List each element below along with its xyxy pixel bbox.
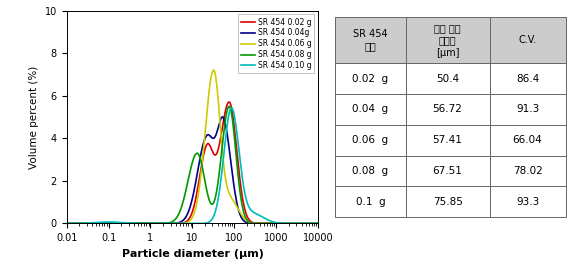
Bar xyxy=(335,63,405,94)
SR 454 0.02 g xyxy=(310,222,317,225)
Bar xyxy=(335,17,405,63)
Text: C.V.: C.V. xyxy=(518,35,537,45)
SR 454 0.08 g xyxy=(171,219,178,222)
SR 454 0.10 g xyxy=(228,106,235,110)
Text: 0.02  g: 0.02 g xyxy=(353,74,389,84)
Text: 75.85: 75.85 xyxy=(433,197,463,207)
Text: 93.3: 93.3 xyxy=(516,197,539,207)
SR 454 0.08 g xyxy=(226,105,233,108)
SR 454 0.06 g xyxy=(310,222,317,225)
Bar xyxy=(405,156,490,186)
SR 454 0.02 g xyxy=(63,222,70,225)
SR 454 0.04g xyxy=(107,222,113,225)
Text: 0.1  g: 0.1 g xyxy=(356,197,385,207)
Bar xyxy=(405,186,490,217)
SR 454 0.02 g xyxy=(315,222,322,225)
SR 454 0.06 g xyxy=(92,222,99,225)
SR 454 0.02 g xyxy=(283,222,290,225)
Bar xyxy=(405,94,490,125)
SR 454 0.04g xyxy=(283,222,290,225)
Text: 0.06  g: 0.06 g xyxy=(353,135,389,145)
Bar xyxy=(335,125,405,156)
Text: 57.41: 57.41 xyxy=(433,135,463,145)
Bar xyxy=(490,94,566,125)
SR 454 0.06 g xyxy=(315,222,322,225)
X-axis label: Particle diameter (μm): Particle diameter (μm) xyxy=(122,249,263,259)
SR 454 0.10 g xyxy=(171,222,178,225)
Text: 66.04: 66.04 xyxy=(512,135,543,145)
SR 454 0.04g xyxy=(160,222,167,225)
SR 454 0.10 g xyxy=(283,222,290,225)
Text: 67.51: 67.51 xyxy=(433,166,463,176)
SR 454 0.04g xyxy=(63,222,70,225)
SR 454 0.08 g xyxy=(310,222,317,225)
SR 454 0.06 g xyxy=(283,222,290,225)
Text: 0.04  g: 0.04 g xyxy=(353,104,389,114)
SR 454 0.02 g xyxy=(171,222,178,225)
Text: 56.72: 56.72 xyxy=(433,104,463,114)
Text: 91.3: 91.3 xyxy=(516,104,539,114)
Text: 86.4: 86.4 xyxy=(516,74,539,84)
Bar xyxy=(405,125,490,156)
Text: 0.08  g: 0.08 g xyxy=(353,166,389,176)
Text: 78.02: 78.02 xyxy=(512,166,543,176)
Line: SR 454 0.10 g: SR 454 0.10 g xyxy=(67,108,318,223)
SR 454 0.04g xyxy=(219,115,226,119)
SR 454 0.10 g xyxy=(63,222,70,225)
SR 454 0.10 g xyxy=(92,221,99,224)
SR 454 0.08 g xyxy=(283,222,290,225)
Bar xyxy=(490,63,566,94)
SR 454 0.04g xyxy=(171,222,178,225)
Text: 50.4: 50.4 xyxy=(436,74,459,84)
SR 454 0.08 g xyxy=(107,222,113,225)
SR 454 0.02 g xyxy=(160,222,167,225)
SR 454 0.06 g xyxy=(107,222,113,225)
SR 454 0.08 g xyxy=(63,222,70,225)
Line: SR 454 0.02 g: SR 454 0.02 g xyxy=(67,102,318,223)
SR 454 0.04g xyxy=(92,222,99,225)
Bar xyxy=(490,17,566,63)
SR 454 0.10 g xyxy=(160,222,167,225)
Bar xyxy=(490,156,566,186)
Bar xyxy=(335,156,405,186)
Legend: SR 454 0.02 g, SR 454 0.04g, SR 454 0.06 g, SR 454 0.08 g, SR 454 0.10 g: SR 454 0.02 g, SR 454 0.04g, SR 454 0.06… xyxy=(238,14,314,73)
Bar xyxy=(335,94,405,125)
SR 454 0.02 g xyxy=(107,222,113,225)
SR 454 0.04g xyxy=(315,222,322,225)
SR 454 0.08 g xyxy=(160,222,167,225)
SR 454 0.06 g xyxy=(171,222,178,225)
Line: SR 454 0.04g: SR 454 0.04g xyxy=(67,117,318,223)
Bar xyxy=(405,63,490,94)
SR 454 0.06 g xyxy=(160,222,167,225)
Y-axis label: Volume percent (%): Volume percent (%) xyxy=(29,65,39,169)
Bar xyxy=(405,17,490,63)
Bar xyxy=(490,125,566,156)
Line: SR 454 0.08 g: SR 454 0.08 g xyxy=(67,106,318,223)
SR 454 0.02 g xyxy=(92,222,99,225)
Bar xyxy=(490,186,566,217)
SR 454 0.04g xyxy=(310,222,317,225)
Line: SR 454 0.06 g: SR 454 0.06 g xyxy=(67,70,318,223)
SR 454 0.08 g xyxy=(92,222,99,225)
SR 454 0.10 g xyxy=(310,222,317,225)
SR 454 0.06 g xyxy=(63,222,70,225)
SR 454 0.08 g xyxy=(315,222,322,225)
SR 454 0.10 g xyxy=(315,222,322,225)
Text: 평균 입자
사이즈
[μm]: 평균 입자 사이즈 [μm] xyxy=(434,23,461,57)
SR 454 0.10 g xyxy=(107,220,113,223)
SR 454 0.02 g xyxy=(226,100,233,103)
Text: SR 454
함량: SR 454 함량 xyxy=(353,29,388,51)
SR 454 0.06 g xyxy=(210,68,217,72)
Bar xyxy=(335,186,405,217)
